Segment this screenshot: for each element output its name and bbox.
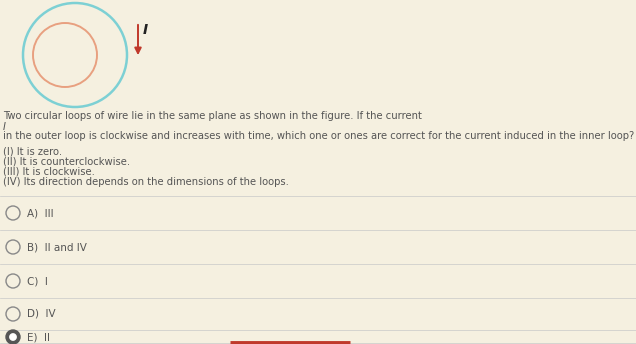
Text: in the outer loop is clockwise and increases with time, which one or ones are co: in the outer loop is clockwise and incre…: [3, 131, 634, 141]
Circle shape: [6, 330, 20, 344]
Text: A)  III: A) III: [27, 208, 53, 218]
Text: (IV) Its direction depends on the dimensions of the loops.: (IV) Its direction depends on the dimens…: [3, 177, 289, 187]
Text: (I) It is zero.: (I) It is zero.: [3, 147, 62, 157]
Circle shape: [10, 333, 17, 341]
Text: (III) It is clockwise.: (III) It is clockwise.: [3, 167, 95, 177]
Text: D)  IV: D) IV: [27, 309, 55, 319]
Text: I: I: [3, 122, 6, 132]
Text: Two circular loops of wire lie in the same plane as shown in the figure. If the : Two circular loops of wire lie in the sa…: [3, 111, 422, 121]
Text: C)  I: C) I: [27, 276, 48, 286]
Text: E)  II: E) II: [27, 332, 50, 342]
Text: B)  II and IV: B) II and IV: [27, 242, 87, 252]
Text: I: I: [143, 23, 148, 37]
Text: (II) It is counterclockwise.: (II) It is counterclockwise.: [3, 157, 130, 167]
